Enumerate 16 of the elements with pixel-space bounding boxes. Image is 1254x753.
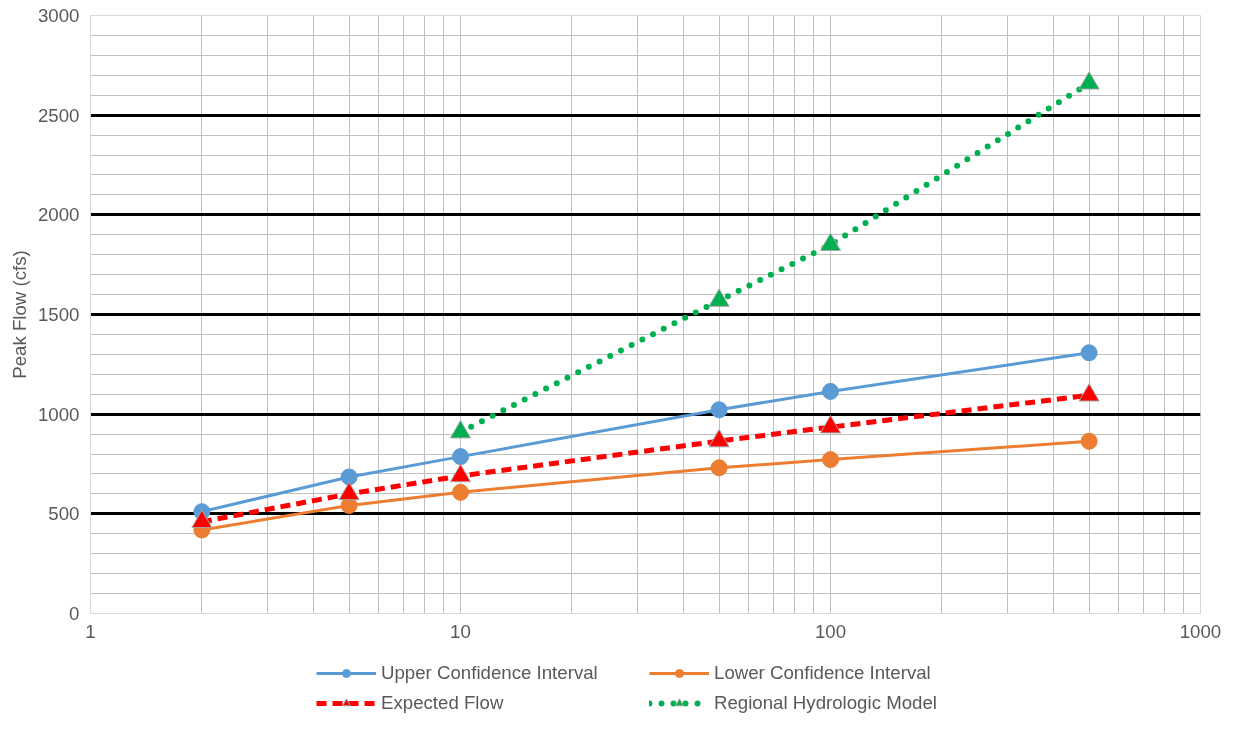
y-tick-label: 2000 (38, 204, 80, 226)
y-axis-title: Peak Flow (cfs) (9, 250, 30, 379)
legend-label: Upper Confidence Interval (381, 661, 599, 684)
x-tick-label: 1000 (1179, 620, 1222, 642)
y-tick-label: 500 (48, 503, 80, 525)
y-tick-label: 1500 (38, 304, 80, 325)
y-tick-label: 3000 (38, 5, 80, 26)
y-tick-label: 0 (69, 603, 80, 624)
legend-label: Regional Hydrologic Model (714, 691, 938, 714)
x-tick-label: 1 (85, 620, 96, 642)
legend-label: Lower Confidence Interval (714, 661, 932, 684)
x-tick-label: 10 (450, 620, 471, 642)
y-tick-label: 1000 (38, 403, 80, 425)
legend-label: Expected Flow (381, 691, 505, 714)
y-tick-label: 2500 (38, 104, 80, 126)
x-tick-label: 100 (814, 620, 847, 642)
